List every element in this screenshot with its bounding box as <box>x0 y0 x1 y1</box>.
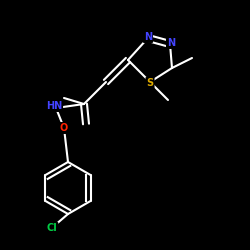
Text: Cl: Cl <box>46 223 58 233</box>
Text: O: O <box>60 123 68 133</box>
Text: N: N <box>167 38 175 48</box>
Text: N: N <box>144 32 152 42</box>
Text: HN: HN <box>46 101 62 111</box>
Text: S: S <box>146 78 154 88</box>
